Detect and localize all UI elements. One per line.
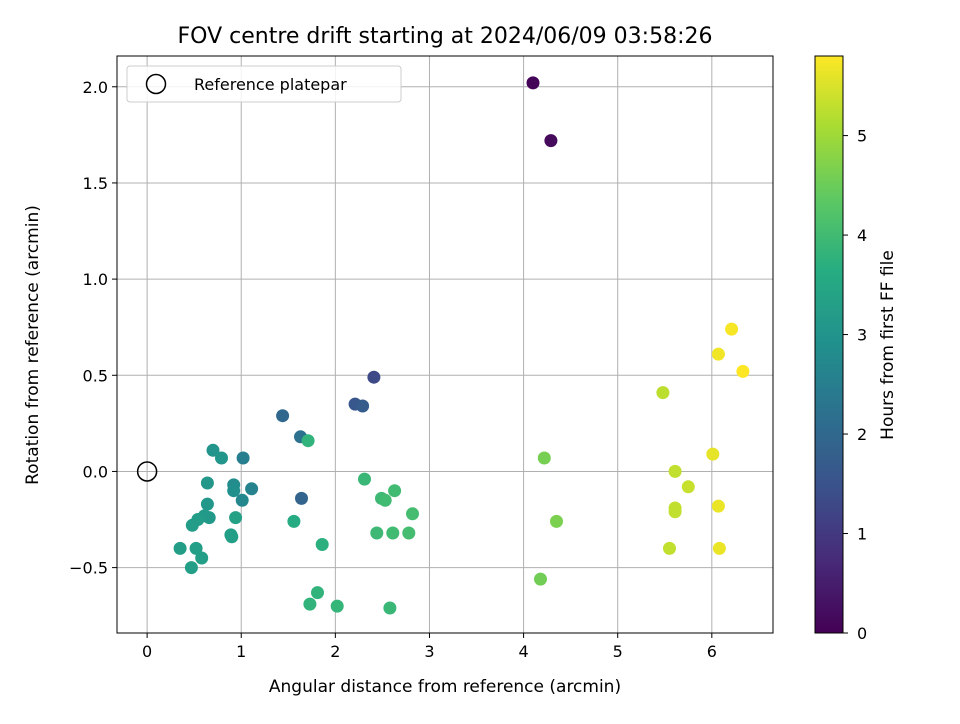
grid-lines bbox=[117, 56, 773, 633]
y-tick-label: 0.0 bbox=[83, 462, 108, 481]
data-point bbox=[656, 386, 670, 400]
data-point bbox=[206, 443, 220, 457]
data-point bbox=[215, 451, 228, 465]
data-point bbox=[668, 464, 682, 478]
reference-point bbox=[136, 461, 158, 482]
x-axis-ticks: 0 1 2 3 4 5 6 bbox=[142, 633, 717, 661]
data-point bbox=[526, 76, 540, 90]
data-point bbox=[367, 370, 381, 384]
data-point bbox=[711, 499, 725, 513]
y-tick-label: 0.5 bbox=[83, 366, 108, 385]
legend-reference-marker bbox=[145, 73, 167, 95]
x-tick-label: 3 bbox=[424, 642, 434, 661]
data-point bbox=[303, 597, 317, 611]
data-point bbox=[173, 541, 187, 555]
data-point bbox=[235, 493, 249, 507]
colorbar-tick-label: 1 bbox=[857, 525, 867, 544]
colorbar-gradient bbox=[814, 55, 844, 634]
colorbar-tick-label: 4 bbox=[857, 226, 867, 245]
chart-title: FOV centre drift starting at 2024/06/09 … bbox=[178, 24, 713, 49]
x-tick-label: 4 bbox=[518, 642, 528, 661]
y-tick-label: −0.5 bbox=[69, 559, 108, 578]
data-point bbox=[184, 561, 198, 575]
data-point bbox=[202, 511, 216, 525]
data-point bbox=[370, 526, 384, 540]
colorbar: 0 1 2 3 4 5 Hours from first FF file bbox=[814, 55, 898, 643]
data-point bbox=[225, 530, 239, 544]
data-point bbox=[711, 347, 725, 361]
data-point bbox=[189, 541, 203, 555]
data-point bbox=[383, 601, 397, 615]
data-point bbox=[229, 511, 243, 525]
y-tick-label: 1.0 bbox=[83, 270, 108, 289]
x-tick-label: 2 bbox=[330, 642, 340, 661]
data-point bbox=[725, 322, 739, 336]
data-point bbox=[406, 507, 419, 521]
data-point bbox=[544, 134, 558, 148]
data-point bbox=[358, 472, 371, 486]
data-point bbox=[185, 518, 199, 532]
x-tick-label: 0 bbox=[142, 642, 152, 661]
x-axis-label: Angular distance from reference (arcmin) bbox=[269, 677, 621, 697]
data-point bbox=[356, 399, 370, 413]
data-point bbox=[301, 434, 315, 448]
data-point bbox=[388, 484, 402, 498]
data-point bbox=[287, 514, 301, 528]
colorbar-tick-label: 3 bbox=[857, 326, 867, 345]
x-tick-label: 5 bbox=[613, 642, 623, 661]
data-point bbox=[276, 409, 290, 423]
data-point bbox=[236, 451, 250, 465]
data-point bbox=[295, 491, 308, 505]
data-point bbox=[386, 526, 400, 540]
colorbar-tick-label: 0 bbox=[857, 624, 867, 643]
data-point bbox=[663, 541, 676, 555]
legend: Reference platepar bbox=[126, 65, 402, 103]
colorbar-tick-label: 5 bbox=[857, 127, 867, 146]
colorbar-label: Hours from first FF file bbox=[878, 250, 898, 440]
colorbar-tick-label: 2 bbox=[857, 425, 867, 444]
data-point bbox=[315, 538, 329, 551]
x-tick-label: 6 bbox=[707, 642, 717, 661]
legend-box bbox=[126, 65, 402, 103]
data-point bbox=[378, 493, 392, 507]
y-tick-label: 1.5 bbox=[83, 174, 108, 193]
colorbar-ticks: 0 1 2 3 4 5 bbox=[843, 127, 867, 643]
data-point bbox=[706, 447, 720, 461]
data-point bbox=[550, 514, 563, 528]
x-tick-label: 1 bbox=[236, 642, 246, 661]
y-axis-label: Rotation from reference (arcmin) bbox=[23, 205, 43, 485]
plot-frame bbox=[116, 55, 774, 634]
y-axis-ticks: −0.5 0.0 0.5 1.0 1.5 2.0 bbox=[69, 78, 117, 578]
data-point bbox=[195, 551, 209, 565]
data-point bbox=[227, 484, 241, 498]
data-point bbox=[681, 480, 695, 494]
data-point bbox=[330, 599, 344, 613]
reference-marker bbox=[136, 461, 158, 482]
data-points bbox=[173, 76, 750, 615]
data-point bbox=[537, 451, 551, 465]
y-tick-label: 2.0 bbox=[83, 78, 108, 97]
legend-label-reference: Reference platepar bbox=[194, 75, 347, 94]
data-point bbox=[712, 541, 726, 555]
data-point bbox=[736, 364, 750, 378]
data-point bbox=[200, 497, 214, 511]
data-point bbox=[311, 586, 324, 600]
data-point bbox=[402, 526, 416, 540]
data-point bbox=[200, 476, 214, 490]
data-point bbox=[534, 572, 547, 586]
data-point bbox=[668, 505, 682, 519]
data-point bbox=[245, 482, 259, 496]
